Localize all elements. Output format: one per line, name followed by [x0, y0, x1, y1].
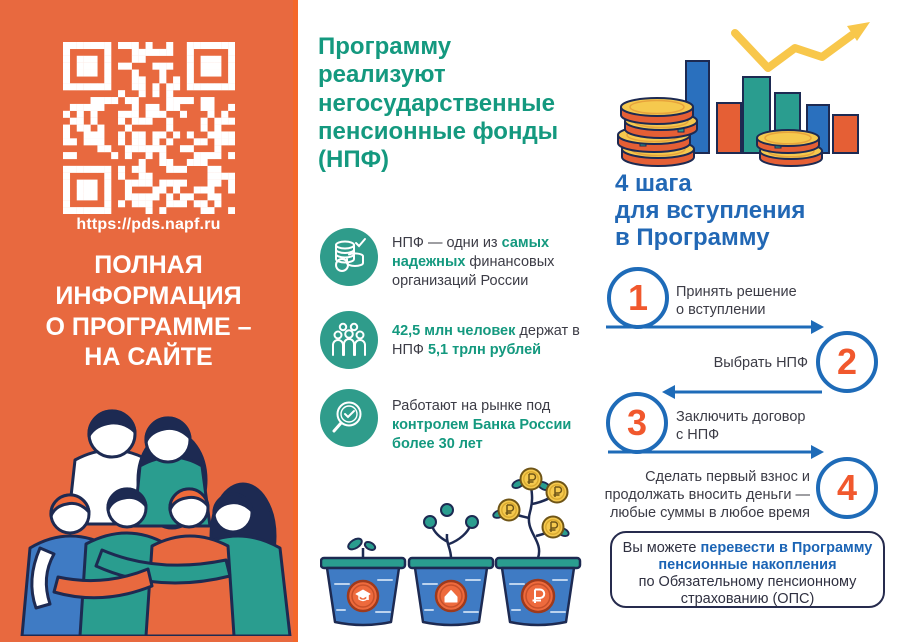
pot-money — [492, 467, 582, 627]
step-2-circle: 2 — [816, 331, 878, 393]
fact-text-part: финансовых организаций России — [392, 253, 555, 289]
fact-text-accent: 42,5 млн человек — [392, 323, 516, 339]
fact-text-accent: 5,1 трлн рублей — [427, 341, 542, 358]
note-accent: перевести в Программу — [700, 540, 873, 556]
step-number: 2 — [836, 341, 858, 382]
fact-regulation: Работают на рынке под контролем Банка Ро… — [392, 397, 592, 454]
fact-text-accent: контролем Банка России более 30 лет — [392, 416, 572, 452]
opi-transfer-note: Вы можете перевести в Программу пенсионн… — [610, 531, 885, 608]
coin-stack-left — [617, 97, 698, 167]
money-plant-pots-illustration — [320, 467, 582, 627]
note-accent-line: пенсионные накопления — [658, 556, 837, 573]
fact-members: 42,5 млн человек держат в НПФ 5,1 трлн р… — [392, 322, 592, 360]
panel-edge-strip — [293, 0, 298, 642]
growth-chart-illustration — [617, 22, 870, 167]
coins-check-icon — [320, 228, 378, 286]
fact-text-accent: самых надежных — [392, 235, 550, 270]
people-group-icon — [320, 311, 378, 369]
family-hug-illustration — [20, 409, 292, 636]
fact-text-part: Работают на рынке под — [392, 398, 551, 414]
site-url: https://pds.napf.ru — [76, 216, 221, 233]
note-line: Вы можете перевести в Программу — [612, 540, 883, 557]
fact-text-part: НПФ — одни из — [392, 235, 502, 251]
magnifier-check-icon — [320, 389, 378, 447]
step-number: 4 — [836, 467, 858, 508]
fact-reliability: НПФ — одни из самых надежных финансовых … — [392, 234, 592, 291]
step-4-label: Сделать первый взнос и продолжать вносит… — [604, 469, 810, 522]
step-1-label: Принять решение о вступлении — [676, 284, 797, 319]
house-icon — [444, 590, 458, 603]
note-line: страхованию (ОПС) — [680, 590, 815, 607]
coin-flowers — [497, 467, 569, 539]
pot-education — [320, 537, 407, 627]
step-4-circle: 4 — [816, 457, 878, 519]
qr-code — [63, 42, 236, 215]
note-text: Вы можете — [622, 540, 701, 556]
step-3-label: Заключить договор с НПФ — [676, 409, 806, 444]
program-heading: Программу реализуют негосударственные пе… — [318, 33, 559, 174]
graduation-cap-icon — [355, 589, 371, 602]
panel-title: ПОЛНАЯ ИНФОРМАЦИЯ О ПРОГРАММЕ – НА САЙТЕ — [45, 251, 252, 372]
step-3-circle: 3 — [606, 392, 668, 454]
step-number: 3 — [626, 402, 648, 443]
fact-text-part: держат в НПФ — [392, 323, 580, 358]
step-2-label: Выбрать НПФ — [713, 355, 808, 371]
step-number: 1 — [627, 277, 649, 318]
step-1-circle: 1 — [607, 267, 669, 329]
steps-heading: 4 шага для вступления в Программу — [615, 170, 806, 252]
note-line: по Обязательному пенсионному — [638, 573, 857, 590]
pot-home — [407, 503, 495, 627]
coin-stack-right — [756, 129, 823, 167]
trend-arrow — [731, 22, 870, 72]
ruble-icon — [532, 588, 546, 603]
